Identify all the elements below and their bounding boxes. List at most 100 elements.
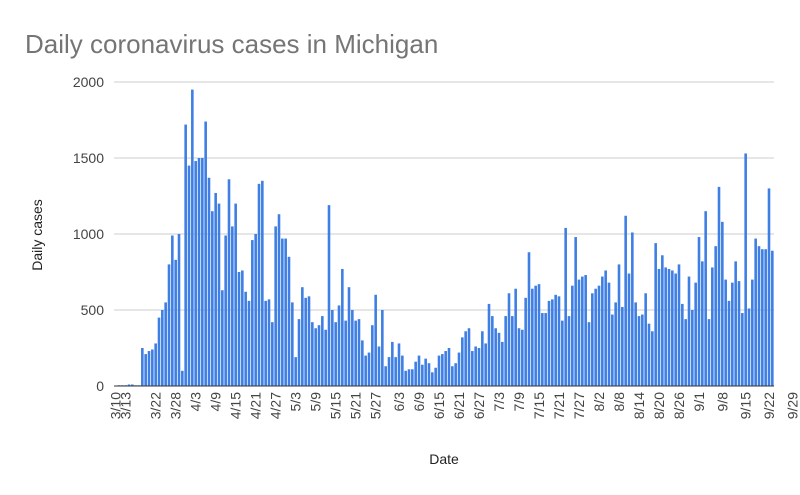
bar bbox=[201, 158, 204, 386]
x-tick-label: 4/27 bbox=[268, 392, 284, 419]
bar bbox=[667, 268, 671, 386]
bar bbox=[567, 316, 571, 386]
bar bbox=[351, 310, 354, 386]
bar bbox=[741, 313, 744, 386]
bar bbox=[634, 302, 637, 386]
bar bbox=[707, 319, 711, 386]
bar bbox=[444, 351, 447, 386]
bar bbox=[507, 293, 511, 386]
bar bbox=[427, 363, 431, 386]
bar bbox=[234, 203, 237, 386]
bar bbox=[671, 270, 674, 386]
x-tick-label: 7/21 bbox=[551, 392, 567, 419]
bar bbox=[597, 285, 601, 386]
bar bbox=[761, 249, 764, 386]
bar bbox=[684, 319, 687, 386]
bar bbox=[417, 355, 421, 386]
bar bbox=[411, 369, 414, 386]
bar bbox=[261, 180, 264, 386]
bar bbox=[731, 282, 734, 386]
x-tick-labels: 3/103/13 3/22 3/28 4/3 4/9 4/15 4/21 4/27 5/3 5/9… bbox=[108, 392, 800, 419]
x-tick-label: 5/27 bbox=[368, 392, 384, 419]
bar bbox=[771, 250, 774, 386]
bar bbox=[747, 308, 751, 386]
bar bbox=[277, 214, 281, 386]
bar bbox=[167, 264, 171, 386]
bar bbox=[611, 314, 614, 386]
bar bbox=[284, 238, 287, 386]
x-tick-label: 8/14 bbox=[631, 392, 647, 419]
bar bbox=[557, 296, 561, 386]
bar bbox=[407, 369, 411, 386]
x-tick-label: 5/21 bbox=[348, 392, 364, 419]
bar bbox=[347, 287, 351, 386]
bar bbox=[174, 259, 177, 386]
bar bbox=[664, 267, 667, 386]
x-tick-label: 8/26 bbox=[671, 392, 687, 419]
bar bbox=[304, 297, 307, 386]
bar bbox=[517, 328, 521, 386]
bar bbox=[291, 302, 294, 386]
bar bbox=[311, 322, 314, 386]
bar bbox=[697, 237, 701, 386]
bar bbox=[141, 348, 144, 386]
bar bbox=[601, 276, 604, 386]
bar bbox=[331, 310, 334, 386]
bar bbox=[637, 316, 641, 386]
bar bbox=[154, 343, 157, 386]
bar bbox=[757, 246, 761, 386]
bar bbox=[247, 300, 251, 386]
bar bbox=[437, 355, 441, 386]
bar bbox=[297, 319, 301, 386]
bar bbox=[381, 310, 384, 386]
bar bbox=[744, 153, 747, 386]
bar bbox=[204, 121, 207, 387]
bar bbox=[404, 370, 407, 386]
bar bbox=[754, 238, 757, 386]
bar bbox=[631, 232, 634, 386]
y-tick-label: 1000 bbox=[73, 226, 104, 242]
x-tick-label: 5/9 bbox=[308, 392, 324, 412]
bar bbox=[721, 221, 724, 386]
bar bbox=[367, 352, 371, 386]
x-tick-label: 6/15 bbox=[431, 392, 447, 419]
bar bbox=[691, 310, 694, 386]
y-tick-label: 500 bbox=[81, 302, 105, 318]
bar bbox=[161, 310, 164, 386]
bar bbox=[641, 314, 644, 386]
bar bbox=[661, 255, 664, 386]
x-tick-label: 3/28 bbox=[168, 392, 184, 419]
bar bbox=[577, 279, 581, 386]
bar bbox=[251, 240, 254, 386]
x-tick-label: 3/10 bbox=[108, 392, 124, 419]
x-tick-label: 6/3 bbox=[391, 392, 407, 412]
bar bbox=[397, 343, 401, 386]
bar bbox=[587, 322, 591, 386]
bar bbox=[401, 355, 404, 386]
bar bbox=[181, 370, 184, 386]
bar bbox=[151, 349, 154, 386]
bar bbox=[701, 261, 704, 386]
bar bbox=[514, 288, 517, 386]
bar bbox=[177, 234, 181, 386]
bar bbox=[441, 354, 444, 386]
bar bbox=[524, 297, 527, 386]
x-tick-label: 9/1 bbox=[691, 392, 707, 412]
bar bbox=[447, 348, 451, 386]
bar bbox=[194, 161, 197, 386]
bar bbox=[341, 268, 344, 386]
bar bbox=[644, 293, 647, 386]
bar bbox=[544, 313, 547, 386]
bar bbox=[527, 252, 531, 386]
bar bbox=[314, 328, 317, 386]
x-tick-label: 8/2 bbox=[591, 392, 607, 412]
bar bbox=[231, 226, 234, 386]
bar bbox=[257, 183, 261, 386]
bar bbox=[451, 366, 454, 386]
y-tick-labels: 0 500 1000 1500 2000 bbox=[73, 74, 104, 394]
bar bbox=[687, 276, 691, 386]
bar bbox=[271, 322, 274, 386]
bar bbox=[737, 281, 741, 386]
x-tick-label: 9/15 bbox=[738, 392, 754, 419]
